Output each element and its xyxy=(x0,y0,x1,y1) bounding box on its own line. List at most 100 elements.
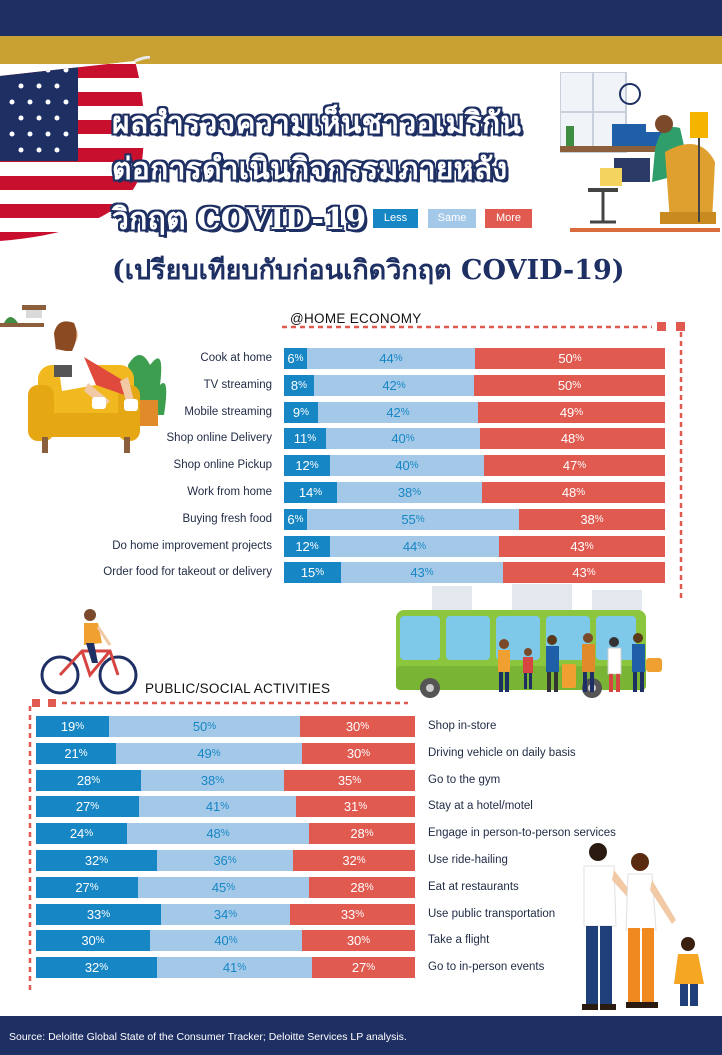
category-label: Cook at home xyxy=(200,352,272,364)
percent-sign: % xyxy=(207,721,217,732)
percent-sign: % xyxy=(211,747,221,759)
data-label: 6 xyxy=(287,511,295,527)
data-label: 38 xyxy=(397,485,413,500)
category-label: Stay at a hotel/motel xyxy=(428,800,533,813)
percent-sign: % xyxy=(415,513,425,525)
data-label: 43 xyxy=(570,538,585,554)
bar-segment-more: 30% xyxy=(302,742,415,764)
percent-sign: % xyxy=(307,433,317,445)
bar-segment-less: 12% xyxy=(284,455,330,477)
data-label: 35 xyxy=(337,772,353,788)
bar-segment-more: 28% xyxy=(309,876,415,898)
percent-sign: % xyxy=(393,353,403,364)
bar-segment-more: 50% xyxy=(474,374,665,396)
bar-segment-same: 42% xyxy=(314,374,474,396)
bar-segment-less: 33% xyxy=(36,903,161,925)
bar-segment-less: 6% xyxy=(284,508,307,530)
bar-segment-less: 27% xyxy=(36,876,138,898)
category-label: Order food for takeout or delivery xyxy=(103,566,272,579)
percent-sign: % xyxy=(594,513,604,525)
bar-segment-more: 47% xyxy=(484,455,665,477)
bar-segment-same: 41% xyxy=(139,796,296,818)
percent-sign: % xyxy=(417,540,427,552)
percent-sign: % xyxy=(396,379,406,391)
data-label: 43 xyxy=(572,565,587,581)
percent-sign: % xyxy=(313,487,323,498)
data-label: 27 xyxy=(75,879,90,895)
data-label: 28 xyxy=(350,879,365,895)
percent-sign: % xyxy=(228,908,238,920)
data-label: 49 xyxy=(197,745,212,761)
home-title-dashed-line xyxy=(282,322,685,331)
header-gold-band xyxy=(0,36,722,64)
bar-segment-more: 33% xyxy=(290,903,415,925)
data-label: 50 xyxy=(192,719,208,734)
bar-segment-same: 36% xyxy=(157,850,293,871)
category-label: Use public transportation xyxy=(428,907,556,920)
bar-segment-same: 43% xyxy=(341,562,503,584)
bar-segment-same: 38% xyxy=(141,769,284,791)
category-label: Mobile streaming xyxy=(184,405,272,418)
percent-sign: % xyxy=(309,540,319,552)
data-label: 41 xyxy=(205,799,221,815)
percent-sign: % xyxy=(576,487,586,498)
data-label: 33 xyxy=(86,906,102,922)
data-label: 41 xyxy=(222,960,238,976)
data-label: 19 xyxy=(60,719,76,734)
category-label: Go to in-person events xyxy=(428,961,545,974)
category-label: Shop in-store xyxy=(428,720,497,732)
bar-segment-more: 48% xyxy=(482,482,665,503)
data-label: 44 xyxy=(402,538,418,554)
header-band xyxy=(0,0,722,36)
data-label: 9 xyxy=(292,404,301,420)
data-label: 30 xyxy=(346,933,362,949)
percent-sign: % xyxy=(215,774,225,786)
data-label: 32 xyxy=(84,853,100,868)
percent-sign: % xyxy=(220,828,230,840)
bar-segment-less: 15% xyxy=(284,562,341,584)
bar-segment-more: 43% xyxy=(499,535,665,557)
bar-segment-less: 6% xyxy=(284,348,307,369)
bar-segment-same: 48% xyxy=(127,823,309,845)
percent-sign: % xyxy=(361,935,371,947)
data-label: 12 xyxy=(295,458,310,474)
percent-sign: % xyxy=(227,855,237,866)
percent-sign: % xyxy=(298,379,308,391)
percent-sign: % xyxy=(84,828,94,840)
data-label: 42 xyxy=(382,377,397,393)
percent-sign: % xyxy=(75,721,85,732)
title-line-1: ผลสำรวจความเห็นชาวอเมริกัน xyxy=(112,106,522,141)
data-label: 36 xyxy=(213,853,228,868)
bar-segment-less: 27% xyxy=(36,796,139,818)
category-label: Driving vehicle on daily basis xyxy=(428,746,576,759)
data-label: 40 xyxy=(395,458,410,474)
data-label: 12 xyxy=(295,538,310,554)
data-label: 30 xyxy=(81,933,96,949)
percent-sign: % xyxy=(101,908,111,920)
home-economy-title: @HOME ECONOMY xyxy=(290,311,422,326)
data-label: 6 xyxy=(287,351,295,366)
data-label: 8 xyxy=(290,377,299,393)
bar-segment-more: 50% xyxy=(475,348,665,369)
percent-sign: % xyxy=(366,962,376,974)
percent-sign: % xyxy=(575,433,585,445)
bar-segment-same: 40% xyxy=(330,455,484,477)
home-side-dashed-line xyxy=(679,332,683,600)
bar-segment-more: 48% xyxy=(480,428,665,450)
legend-more: More xyxy=(485,209,532,228)
bar-segment-less: 14% xyxy=(284,482,337,503)
bar-segment-same: 40% xyxy=(326,428,480,450)
category-label: Buying fresh food xyxy=(182,512,272,525)
bar-segment-same: 38% xyxy=(337,482,482,503)
data-label: 47 xyxy=(562,458,578,474)
bar-segment-more: 30% xyxy=(302,930,415,952)
percent-sign: % xyxy=(412,487,422,498)
bar-segment-same: 41% xyxy=(157,957,312,979)
percent-sign: % xyxy=(91,774,101,786)
percent-sign: % xyxy=(294,353,304,364)
percent-sign: % xyxy=(220,801,230,813)
data-label: 40 xyxy=(391,431,406,447)
data-label: 42 xyxy=(386,404,401,420)
percent-sign: % xyxy=(572,353,582,364)
public-side-dashed-line xyxy=(28,706,32,992)
